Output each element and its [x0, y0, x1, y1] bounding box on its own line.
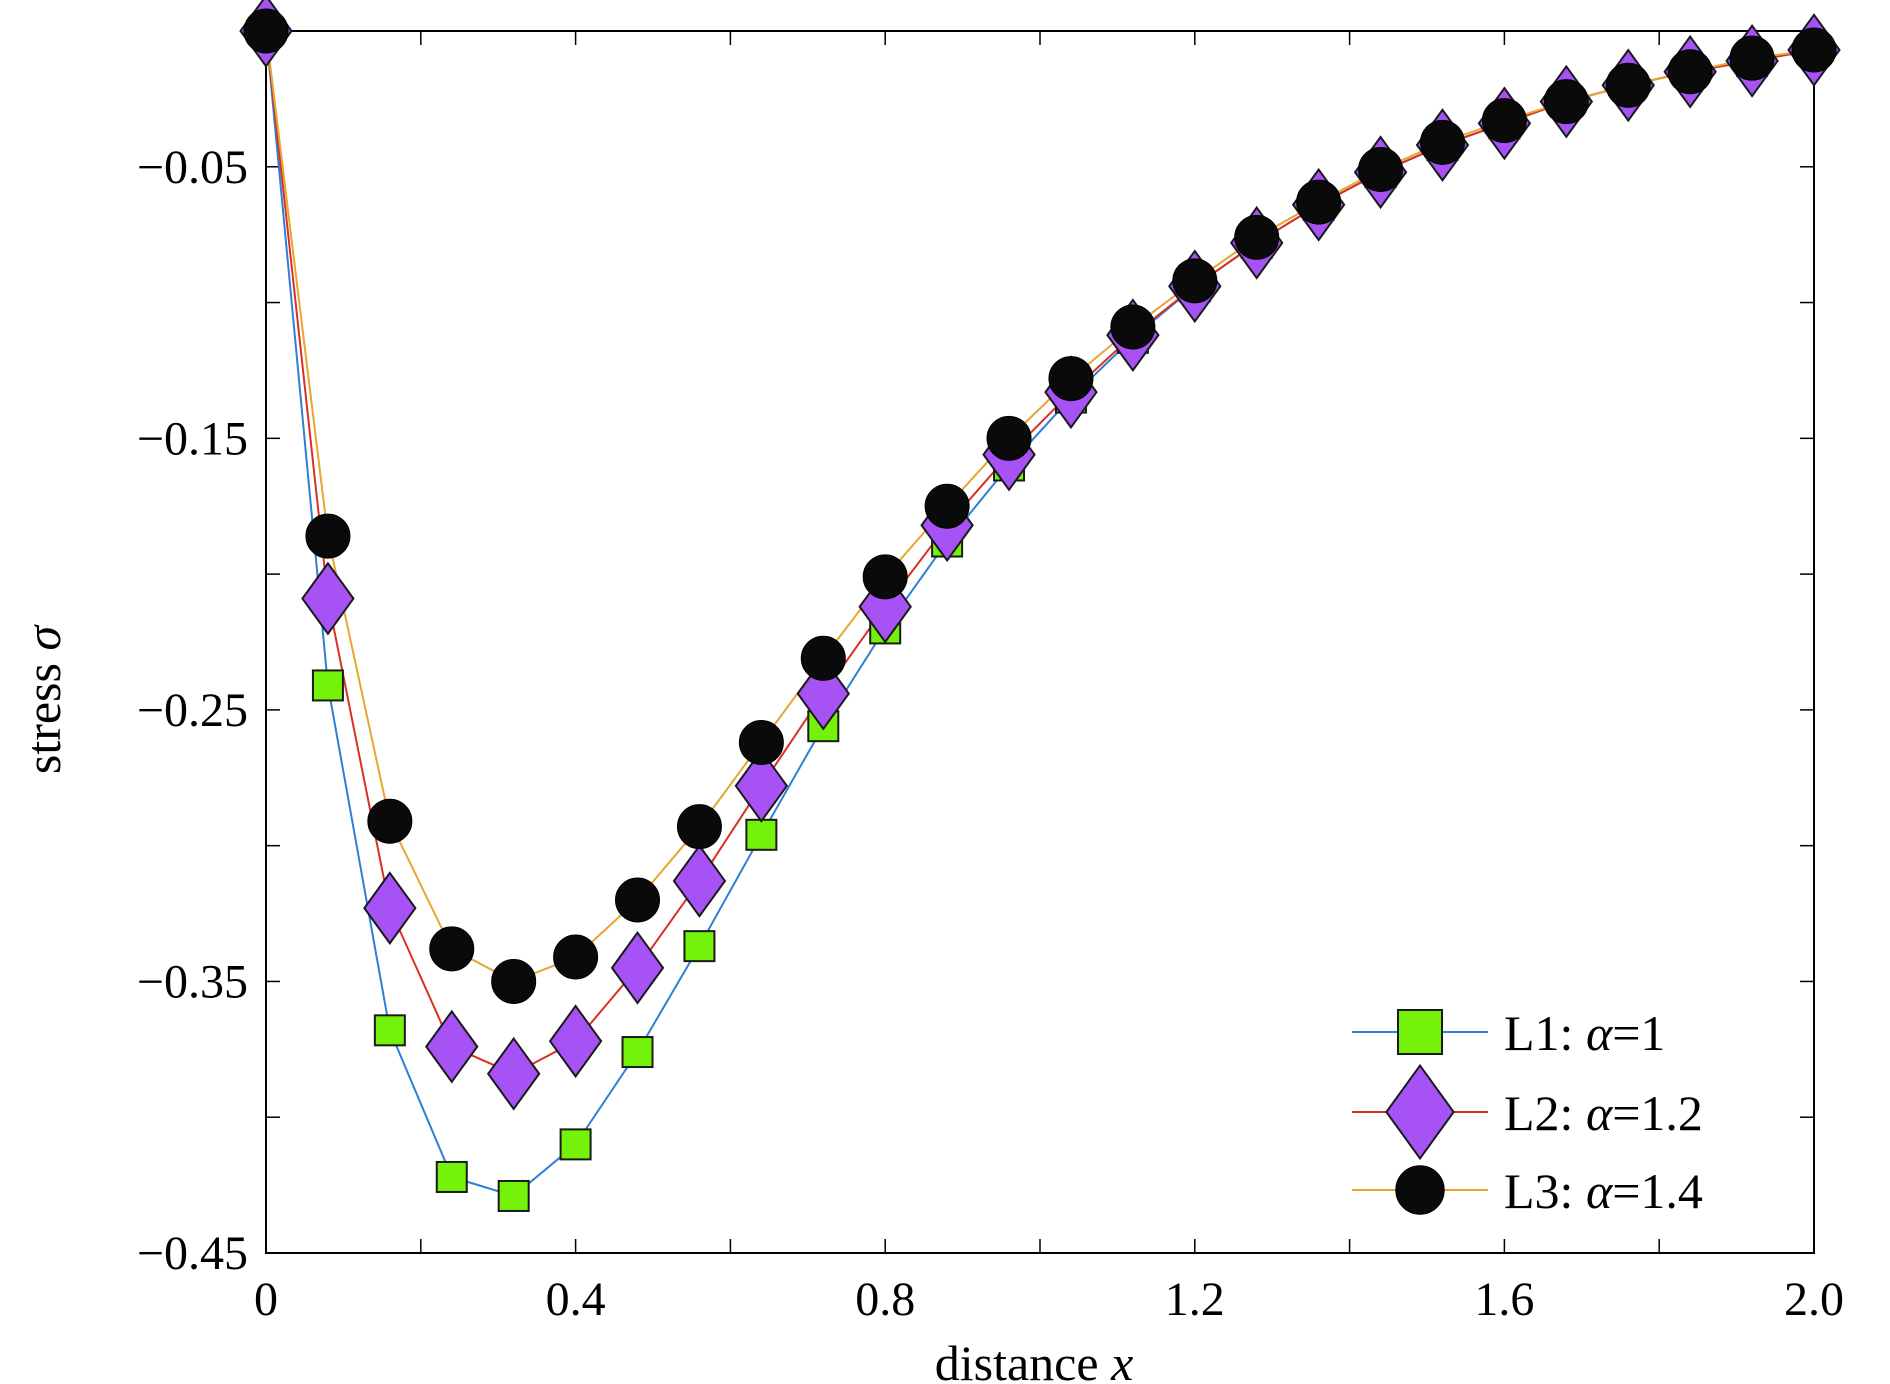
data-point-l3	[1172, 258, 1218, 304]
data-point-l3	[1543, 79, 1589, 125]
legend-marker-l3	[1395, 1165, 1445, 1215]
data-point-l3	[738, 719, 784, 765]
y-tick-label: −0.05	[137, 141, 248, 194]
x-tick-label: 0	[254, 1273, 278, 1326]
data-point-l2	[486, 1036, 541, 1111]
y-tick-label: −0.35	[137, 955, 248, 1008]
data-point-l3	[924, 483, 970, 529]
x-axis-label: distance x	[935, 1335, 1134, 1384]
data-point-l3	[1605, 62, 1651, 108]
data-point-l1	[683, 930, 716, 963]
data-point-l3	[429, 926, 475, 972]
legend-label-l1: L1: α=1	[1504, 1005, 1665, 1061]
series-markers	[239, 0, 1841, 1212]
data-point-l3	[305, 513, 351, 559]
x-tick-label: 0.4	[546, 1273, 606, 1326]
data-point-l3	[676, 804, 722, 850]
y-tick-label: −0.45	[137, 1227, 248, 1280]
data-point-l3	[800, 635, 846, 681]
data-point-l3	[862, 554, 908, 600]
y-axis-label: stress σ	[15, 624, 71, 775]
data-point-l1	[311, 669, 344, 702]
data-point-l2	[672, 844, 727, 918]
data-point-l1	[559, 1128, 592, 1161]
legend: L1: α=1 L2: α=1.2 L3: α=1.4	[1352, 1005, 1703, 1219]
series-line-l2	[265, 30, 1815, 1075]
axes-layer: 0 0.4 0.8 1.2 1.6 2.0 −0.05 −0.15 −0.25 −0.35 −0.4…	[137, 30, 1844, 1326]
data-point-l3	[1110, 304, 1156, 350]
data-point-l3	[1358, 146, 1404, 192]
data-point-l1	[621, 1036, 654, 1069]
data-point-l1	[497, 1179, 530, 1212]
legend-label-l3: L3: α=1.4	[1504, 1163, 1703, 1219]
data-point-l2	[548, 1004, 603, 1079]
legend-marker-l2	[1385, 1063, 1455, 1161]
data-point-l2	[301, 561, 355, 636]
y-tick-label: −0.15	[137, 412, 248, 465]
data-point-l1	[745, 818, 778, 851]
legend-marker-l1	[1397, 1009, 1443, 1055]
data-point-l3	[1419, 119, 1465, 165]
data-point-l3	[1791, 27, 1837, 73]
data-point-l3	[1729, 35, 1775, 81]
series-line-l3	[265, 30, 1815, 983]
data-point-l3	[1667, 49, 1713, 95]
x-tick-label: 1.2	[1165, 1273, 1225, 1326]
data-point-l1	[373, 1014, 406, 1047]
data-point-l3	[1234, 214, 1280, 260]
data-point-l3	[986, 415, 1032, 461]
data-point-l3	[1481, 98, 1527, 144]
data-point-l1	[435, 1160, 468, 1193]
data-point-l3	[1296, 179, 1342, 225]
data-point-l2	[425, 1009, 479, 1084]
data-point-l3	[615, 877, 661, 923]
data-point-l2	[363, 871, 417, 946]
legend-label-l2: L2: α=1.2	[1504, 1085, 1703, 1141]
x-tick-label: 1.6	[1474, 1273, 1534, 1326]
x-tick-label: 2.0	[1784, 1273, 1844, 1326]
data-point-l3	[1048, 356, 1094, 402]
data-point-l3	[243, 8, 289, 54]
y-tick-label: −0.25	[137, 684, 248, 737]
data-point-l3	[491, 958, 537, 1004]
data-point-l3	[367, 798, 413, 844]
x-tick-label: 0.8	[855, 1273, 915, 1326]
data-point-l3	[553, 934, 599, 980]
data-point-l2	[610, 930, 665, 1005]
data-point-l2	[734, 749, 789, 823]
